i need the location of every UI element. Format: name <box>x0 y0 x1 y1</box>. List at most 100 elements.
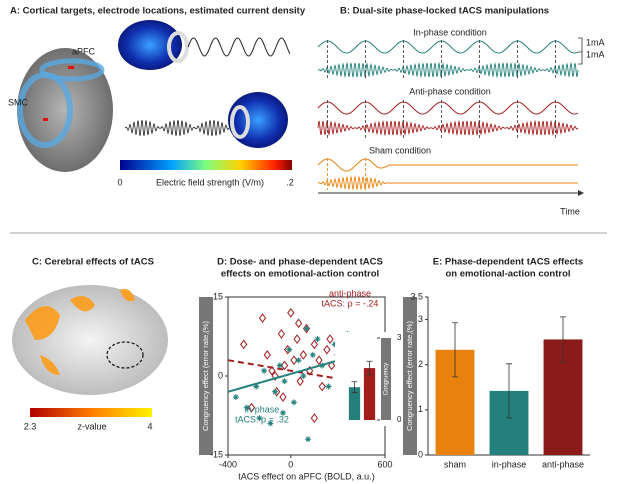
point <box>310 413 318 423</box>
colorbar <box>120 160 292 170</box>
point <box>295 357 302 364</box>
y-label-box <box>381 338 391 420</box>
y-axis-label: Congruency effect (error rate,(%) <box>405 321 414 431</box>
point <box>290 399 297 406</box>
chart-title: D: Dose- and phase-dependent tACS <box>217 257 383 268</box>
colorbar-label: 2.3 <box>24 421 37 431</box>
point <box>305 436 312 443</box>
y-tick-label: 3 <box>418 314 423 324</box>
x-tick-label: sham <box>444 459 466 469</box>
point <box>318 381 326 392</box>
y-tick-label: -15 <box>210 449 223 459</box>
axis-label: Time <box>560 206 580 216</box>
x-axis-label: tACS effect on aPFC (BOLD, a.u.) <box>238 471 374 481</box>
error-bar <box>452 322 458 378</box>
point <box>280 360 289 371</box>
y-axis-label: Congruency <box>384 363 390 395</box>
electrode-ring <box>17 72 73 148</box>
target <box>68 66 74 69</box>
point <box>303 325 310 332</box>
point <box>271 371 279 381</box>
x-tick-label: 600 <box>377 459 392 469</box>
electrode-ring <box>39 58 105 82</box>
electrode <box>230 105 250 139</box>
point <box>263 350 271 360</box>
y-tick-label: 0 <box>218 370 223 380</box>
brain-field <box>228 92 288 148</box>
point <box>314 336 321 343</box>
x-tick-label: in-phase <box>492 459 527 469</box>
point <box>293 334 301 344</box>
y-tick-label: 1 <box>418 404 423 414</box>
waveform <box>317 119 579 137</box>
waveform <box>317 40 579 54</box>
bar <box>363 368 376 420</box>
y-tick-label: 2 <box>418 359 423 369</box>
x-tick-label: anti-phase <box>542 459 584 469</box>
waveform <box>124 119 231 137</box>
point <box>327 360 336 371</box>
colorbar-label: .2 <box>286 177 294 187</box>
waveform <box>317 101 579 115</box>
y-tick-label: 0 <box>397 415 402 424</box>
point <box>325 383 332 390</box>
y-label-box <box>403 297 417 455</box>
point <box>300 373 307 379</box>
point <box>299 350 307 360</box>
point <box>247 402 256 413</box>
error-bar <box>351 381 358 394</box>
panel-title: B: Dual-site phase-locked tACS manipulat… <box>340 6 549 17</box>
chart-title: effects on emotional-action control <box>221 269 379 280</box>
point <box>253 383 260 390</box>
y-axis-label: Congruency effect (error rate,(%) <box>201 321 210 431</box>
roi-circle <box>106 341 144 369</box>
waveform <box>317 158 391 172</box>
point <box>277 329 286 339</box>
point <box>331 341 338 348</box>
y-tick-label: 3.5 <box>410 291 423 301</box>
point <box>287 307 295 318</box>
error-bar <box>560 316 566 363</box>
point <box>309 351 316 358</box>
point <box>290 355 298 366</box>
point <box>315 355 323 366</box>
point <box>256 415 263 422</box>
colorbar-title: z-value <box>77 421 106 431</box>
waveform <box>317 175 391 191</box>
point <box>279 392 287 402</box>
chart-title: on emotional-action control <box>445 269 570 280</box>
scale-label: 1mA <box>586 49 605 59</box>
point <box>281 378 288 385</box>
chart-title: E: Phase-dependent tACS effects <box>433 257 583 268</box>
point <box>272 388 279 395</box>
error-bar <box>366 360 373 376</box>
arrow <box>578 190 584 196</box>
point <box>326 334 334 344</box>
waveform <box>317 61 579 79</box>
label: aPFC <box>72 46 96 56</box>
y-tick-label: 0 <box>418 449 423 459</box>
point <box>267 420 274 427</box>
y-tick-label: 3 <box>397 333 402 342</box>
colorbar-title: Electric field strength (V/m) <box>156 177 264 187</box>
colorbar-label: 4 <box>147 421 152 431</box>
label: SMC <box>8 97 29 107</box>
point <box>279 409 286 416</box>
condition-label: Anti-phase condition <box>409 86 491 96</box>
panel-title: C: Cerebral effects of tACS <box>32 257 154 268</box>
point <box>243 404 250 411</box>
y-tick-label: 15 <box>213 291 223 301</box>
y-label-box <box>199 297 213 455</box>
error-bar <box>506 363 512 419</box>
point <box>295 318 303 329</box>
point <box>268 365 276 376</box>
scale-label: 1mA <box>586 37 605 47</box>
point <box>323 344 331 355</box>
activation <box>25 288 135 375</box>
target <box>43 118 48 121</box>
annotation: tACS: ρ = -.24 <box>322 298 379 308</box>
annotation: tACS: ρ = .32 <box>235 414 289 424</box>
point <box>310 339 318 350</box>
colorbar-label: 0 <box>117 177 122 187</box>
panel-title: A: Cortical targets, electrode locations… <box>10 6 306 17</box>
